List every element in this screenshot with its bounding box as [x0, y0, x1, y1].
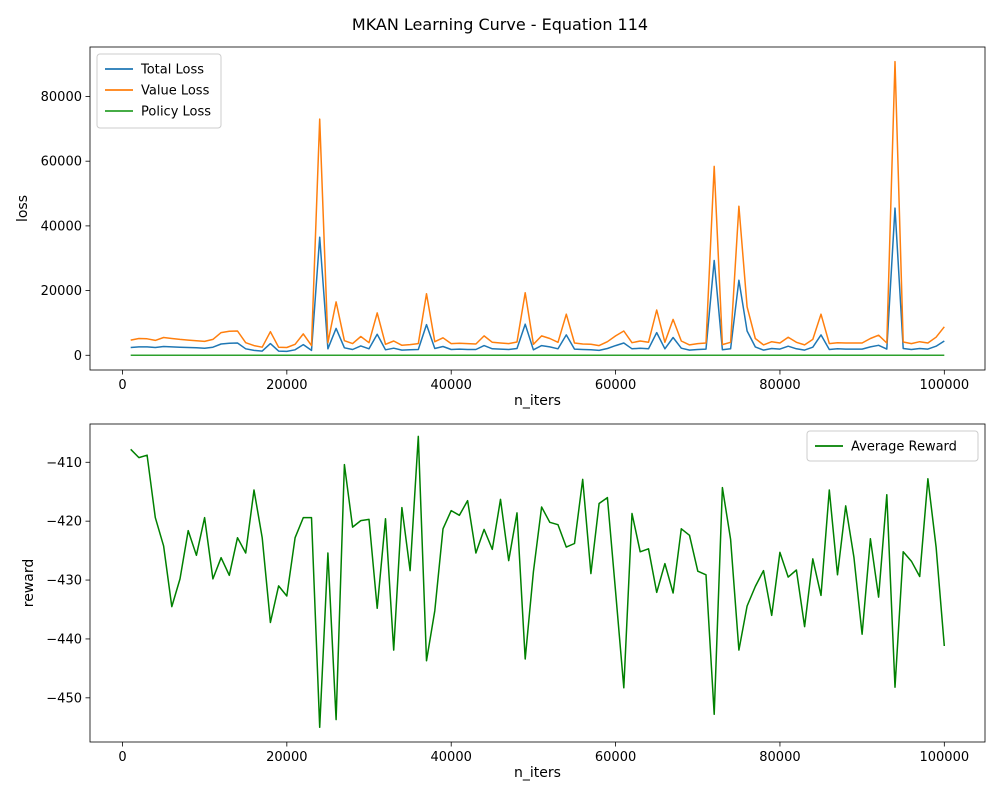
loss-chart: 0 20000 40000 60000 80000 100000 0 20000 40000 60…	[15, 46, 986, 409]
y-tick-label: −420	[46, 515, 82, 530]
x-tick-label: 20000	[266, 750, 307, 765]
series-line-total-loss	[130, 207, 945, 353]
y-tick-label: 20000	[41, 284, 82, 299]
x-axis-label: n_iters	[514, 393, 561, 409]
x-axis-label: n_iters	[514, 765, 561, 781]
y-tick-label: −440	[46, 632, 82, 647]
legend: Average Reward	[806, 430, 979, 462]
y-axis-label: loss	[15, 195, 31, 222]
y-axis-label: reward	[21, 559, 37, 608]
y-tick-label: −430	[46, 574, 82, 589]
x-tick-label: 0	[118, 750, 126, 765]
x-tick-label: 20000	[266, 378, 307, 393]
legend-label: Average Reward	[851, 440, 957, 455]
legend-box	[96, 53, 222, 129]
legend-box	[806, 430, 979, 462]
x-tick-label: 100000	[919, 750, 969, 765]
x-tick-label: 40000	[431, 378, 472, 393]
legend: Total Loss Value Loss Policy Loss	[96, 53, 222, 129]
axes-frame	[89, 423, 986, 743]
y-tick-label: 0	[74, 349, 82, 364]
y-tick-label: −410	[46, 456, 82, 471]
y-tick-label: 60000	[41, 155, 82, 170]
series-line-average-reward	[130, 435, 946, 729]
x-tick-label: 40000	[431, 750, 472, 765]
x-tick-label: 0	[118, 378, 126, 393]
legend-label: Value Loss	[141, 84, 210, 99]
legend-label: Policy Loss	[141, 105, 211, 120]
x-tick-label: 60000	[595, 750, 636, 765]
axes-frame	[89, 46, 986, 371]
series-line-value-loss	[130, 60, 945, 349]
x-tick-label: 60000	[595, 378, 636, 393]
reward-chart: 0 20000 40000 60000 80000 100000 −410 −420 −430 −…	[21, 423, 986, 781]
y-tick-label: −450	[46, 691, 82, 706]
figure-title: MKAN Learning Curve - Equation 114	[352, 15, 648, 34]
x-tick-label: 80000	[759, 378, 800, 393]
x-tick-label: 100000	[919, 378, 969, 393]
y-tick-label: 80000	[41, 90, 82, 105]
x-tick-label: 80000	[759, 750, 800, 765]
legend-label: Total Loss	[140, 63, 204, 78]
y-tick-label: 40000	[41, 219, 82, 234]
